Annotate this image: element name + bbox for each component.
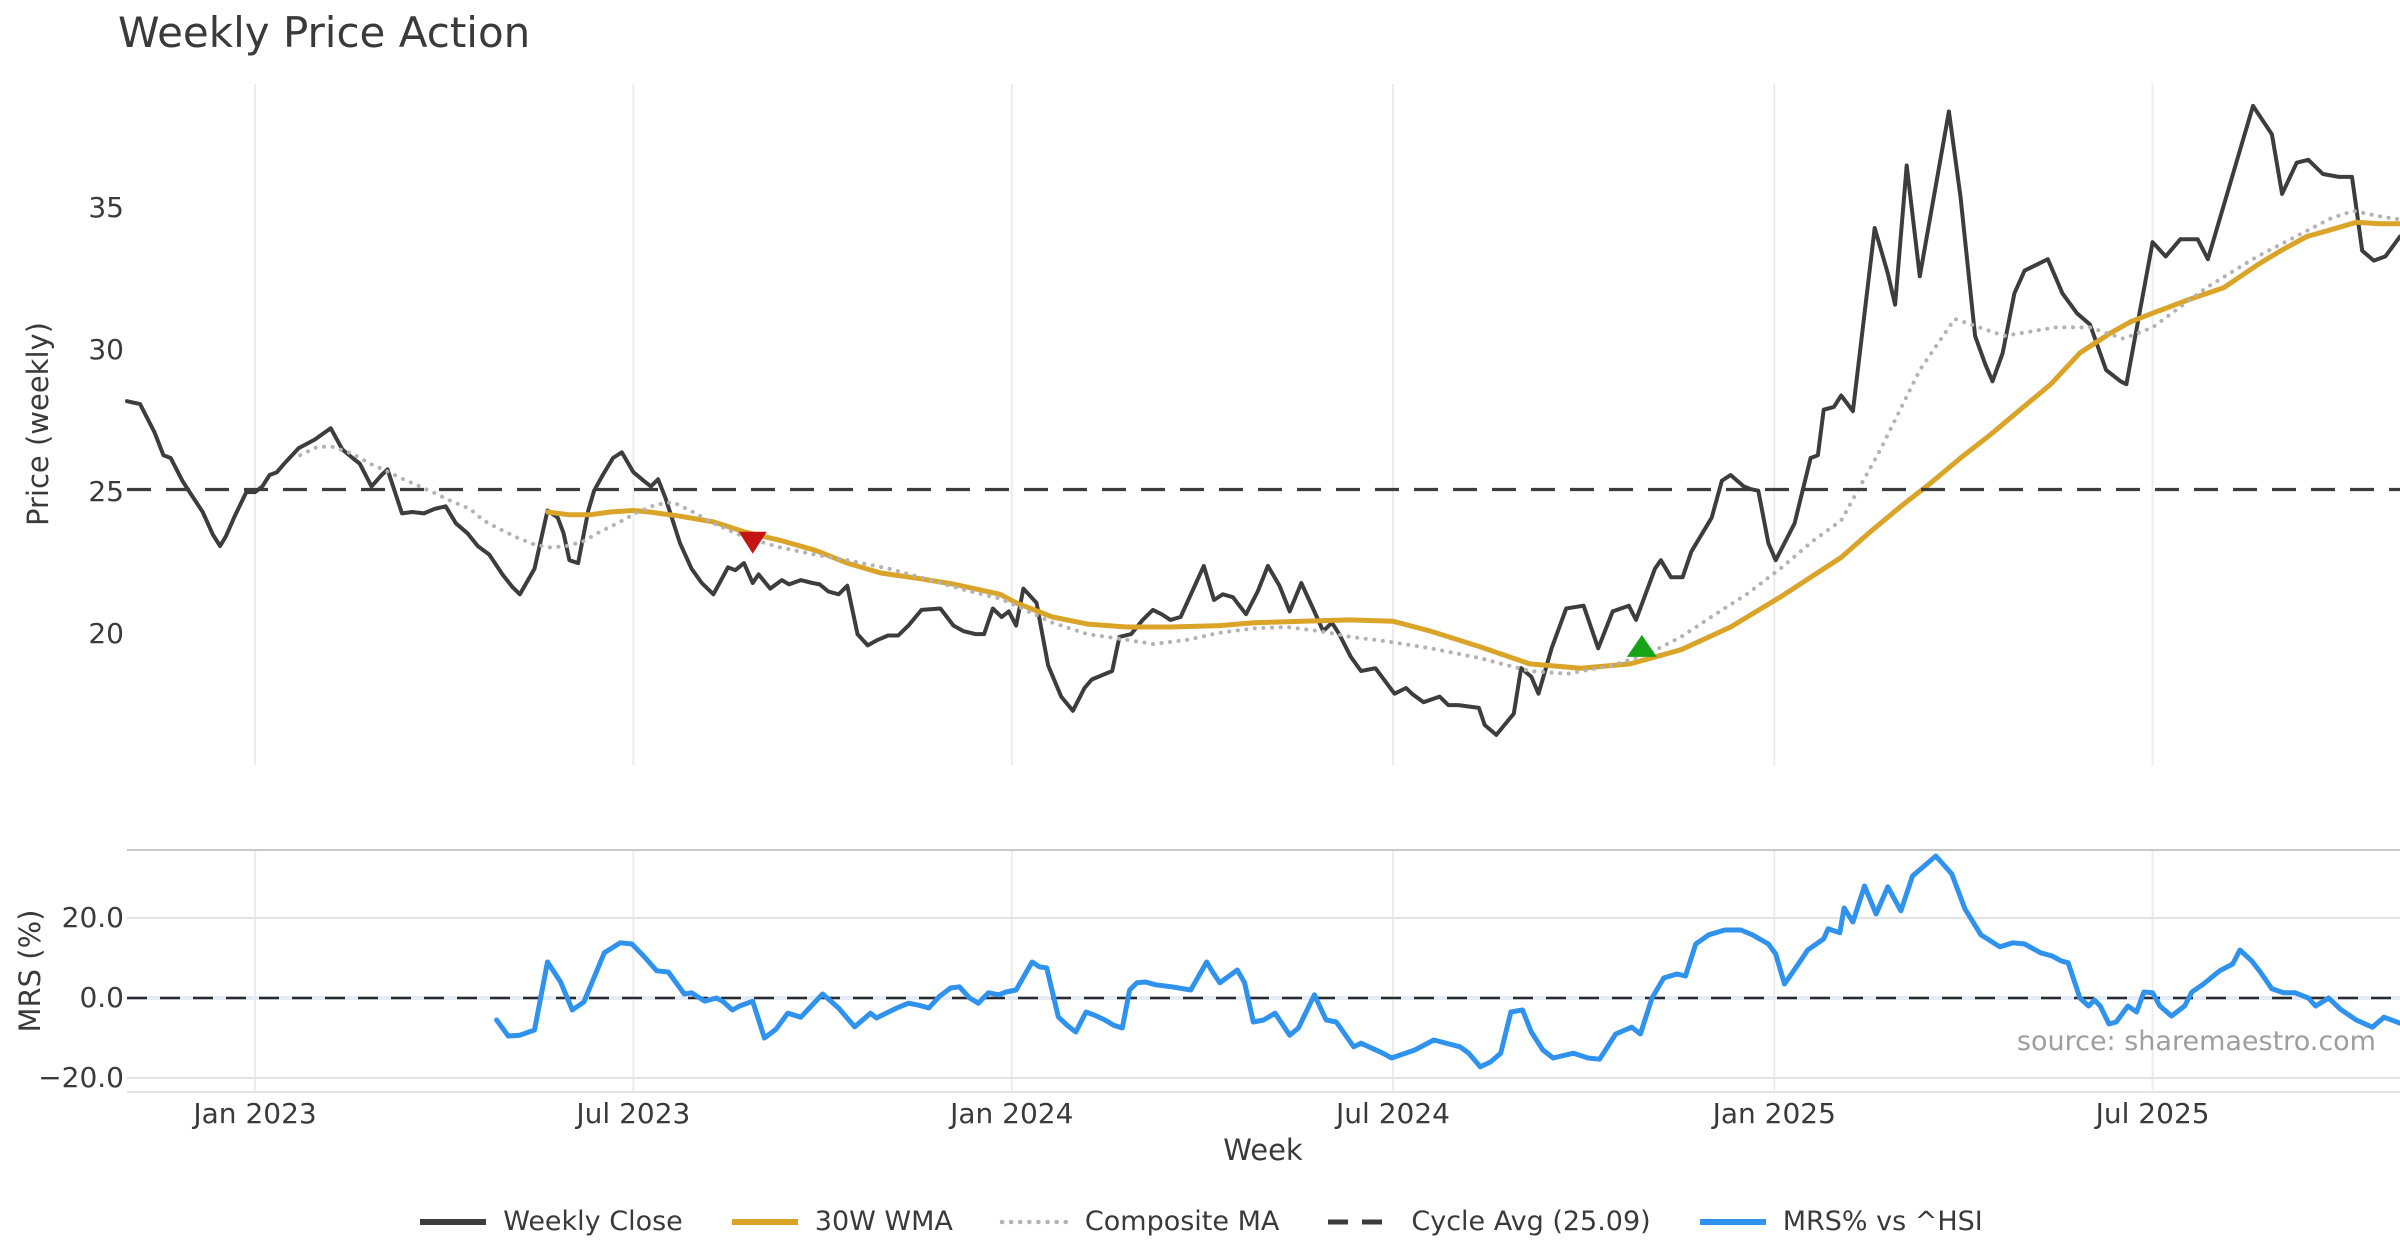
- legend-label: 30W WMA: [814, 1206, 953, 1237]
- x-tick-label: Jul 2024: [1336, 1097, 1450, 1130]
- x-tick-label: Jan 2023: [193, 1097, 317, 1130]
- legend-item-mrs: MRS% vs ^HSI: [1697, 1206, 1983, 1237]
- mrs-tick-label: 0.0: [79, 981, 124, 1014]
- mrs-tick-label: −20.0: [38, 1061, 124, 1094]
- series-weekly-close: [125, 103, 2400, 737]
- x-tick-label: Jul 2025: [2095, 1097, 2210, 1130]
- series-mrs-vs-hsi: [494, 853, 2400, 1070]
- weekly-close-swatch-icon: [420, 1218, 487, 1225]
- price-tick-label: 30: [88, 333, 124, 367]
- gridlines-layer: [127, 84, 2400, 1093]
- source-note: source: sharemaestro.com: [2016, 1026, 2376, 1057]
- mrs-tick-label: 20.0: [61, 901, 124, 934]
- legend-item-cycle-avg: Cycle Avg (25.09): [1325, 1206, 1651, 1237]
- sell-signal-marker-icon: [738, 531, 767, 554]
- mrs-swatch-icon: [1699, 1218, 1766, 1225]
- legend-label: Composite MA: [1084, 1206, 1280, 1237]
- legend: Weekly Close 30W WMA Composite MA Cycle Avg…: [0, 1206, 2400, 1237]
- legend-label: Cycle Avg (25.09): [1411, 1206, 1651, 1237]
- x-tick-label: Jul 2023: [576, 1097, 691, 1130]
- x-tick-label: Jan 2025: [1712, 1097, 1836, 1130]
- legend-label: Weekly Close: [503, 1206, 683, 1237]
- series-composite-ma: [298, 208, 2400, 676]
- legend-label: MRS% vs ^HSI: [1782, 1206, 1983, 1237]
- series-30w-wma: [545, 219, 2400, 671]
- legend-item-composite: Composite MA: [999, 1206, 1279, 1237]
- legend-item-wma: 30W WMA: [729, 1206, 953, 1237]
- chart-title: Weekly Price Action: [118, 8, 531, 57]
- price-tick-label: 25: [88, 475, 124, 509]
- x-axis-title: Week: [1223, 1133, 1303, 1167]
- price-tick-label: 20: [88, 617, 124, 651]
- wma-swatch-icon: [731, 1218, 798, 1225]
- x-tick-label: Jan 2024: [950, 1097, 1074, 1130]
- buy-signal-marker-icon: [1626, 634, 1657, 657]
- cycle-avg-swatch-icon: [1328, 1219, 1395, 1224]
- legend-item-weekly-close: Weekly Close: [417, 1206, 683, 1237]
- composite-swatch-icon: [999, 1219, 1071, 1224]
- signal-markers-layer: [738, 531, 1657, 657]
- series-layer: [125, 103, 2400, 1070]
- price-tick-label: 35: [88, 191, 124, 225]
